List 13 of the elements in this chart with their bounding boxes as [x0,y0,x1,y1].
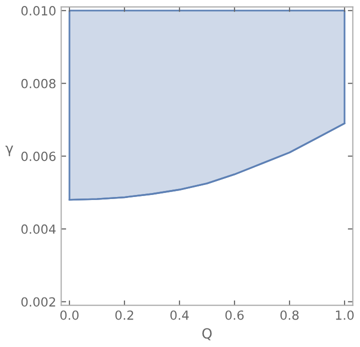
x-tick-label: 0.6 [225,310,244,320]
y-tick-label: 0.010 [21,6,56,16]
y-tick-label: 0.006 [21,152,56,162]
y-tick-label: 0.002 [21,297,56,307]
x-tick-label: 0.0 [60,310,79,320]
x-tick-label: 0.2 [115,310,134,320]
x-tick-label: 1.0 [336,310,354,320]
x-tick-label: 0.4 [170,310,189,320]
x-axis-title: Q [202,328,212,340]
x-tick-label: 0.8 [280,310,299,320]
y-axis-title: γ [6,146,14,156]
y-tick-label: 0.008 [21,78,56,88]
y-tick-label: 0.004 [21,224,56,234]
